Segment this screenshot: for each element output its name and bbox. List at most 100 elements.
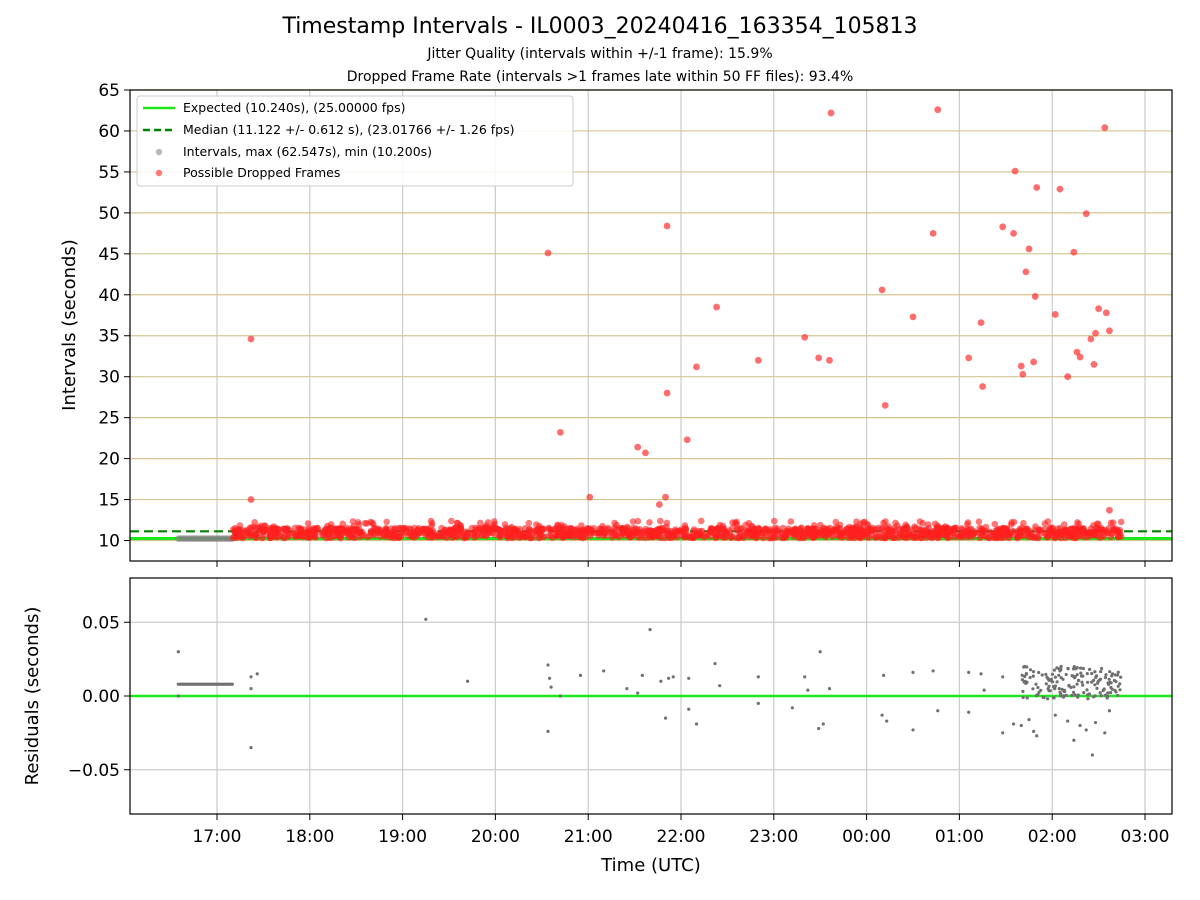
dropped-frame-point [881, 401, 889, 409]
dropped-frame-point [349, 518, 357, 525]
dropped-frame-point [970, 528, 978, 535]
dropped-frame-point [634, 517, 642, 525]
dropped-frame-point [929, 229, 937, 237]
residual-point [756, 675, 760, 679]
residual-point [1097, 679, 1101, 683]
residual-point [1073, 693, 1077, 697]
dropped-frame-point [1014, 533, 1021, 541]
dropped-frame-point [448, 526, 456, 534]
residual-point [176, 650, 180, 654]
residual-point [818, 650, 822, 654]
dropped-frame-point [322, 526, 330, 533]
dropped-frame-point [894, 522, 901, 529]
dropped-frame-point [1116, 532, 1124, 539]
dropped-frame-point [406, 529, 414, 537]
residual-point [1020, 678, 1024, 682]
dropped-frame-point [361, 519, 369, 527]
residual-point [1090, 753, 1095, 757]
residual-point [1057, 673, 1061, 677]
x-tick-label: 18:00 [285, 827, 334, 847]
dropped-frame-point [600, 532, 607, 540]
residual-point [1044, 672, 1048, 677]
dropped-frame-point [1046, 524, 1054, 531]
dropped-frame-point [919, 520, 927, 527]
dropped-frame-point [1101, 124, 1109, 132]
dropped-frame-point [260, 527, 268, 535]
residual-point [1048, 678, 1052, 682]
dropped-frame-point [1108, 530, 1116, 537]
dropped-frame-point [924, 531, 932, 539]
dropped-frame-point [231, 524, 239, 532]
dropped-frame-point [1022, 268, 1030, 276]
residual-point [1096, 681, 1100, 685]
dropped-frame-point [595, 532, 602, 539]
residual-point [1108, 670, 1112, 674]
dropped-frame-point [521, 525, 529, 532]
dropped-frame-point [701, 534, 708, 541]
dropped-frame-point [1082, 210, 1090, 218]
residual-point [1081, 666, 1085, 671]
dropped-frame-point [525, 519, 533, 527]
dropped-frame-point [528, 532, 536, 539]
dropped-frame-point [599, 522, 606, 530]
dropped-frame-point [545, 525, 553, 533]
dropped-frame-point [335, 532, 342, 540]
residual-point [549, 685, 553, 689]
residual-point [1082, 691, 1086, 695]
residual-point [1114, 680, 1118, 684]
dropped-frame-point [832, 518, 840, 526]
residual-point [671, 675, 675, 679]
dropped-frame-point [304, 520, 312, 527]
residual-point [827, 687, 832, 691]
dropped-frame-point [835, 524, 842, 532]
residual-point [1093, 720, 1098, 725]
dropped-frame-point [765, 527, 773, 535]
residual-point [694, 722, 699, 726]
residual-point [1028, 675, 1032, 680]
x-tick-label: 22:00 [657, 827, 706, 847]
dropped-frame-point [878, 534, 885, 542]
x-tick-label: 17:00 [193, 827, 242, 847]
residual-point [1064, 672, 1068, 677]
dropped-frame-point [978, 529, 986, 537]
dropped-frame-point [258, 534, 266, 542]
residual-point [1072, 665, 1076, 669]
top-y-tick-label: 10 [98, 532, 120, 552]
residual-point [911, 670, 915, 675]
dropped-frame-point [1025, 245, 1033, 253]
residual-point [1079, 671, 1083, 675]
dropped-frame-point [544, 249, 552, 257]
dropped-frame-point [504, 531, 511, 538]
dropped-frame-point [563, 532, 571, 539]
residual-point [1034, 694, 1038, 698]
residual-point [1052, 696, 1056, 700]
chart-subtitle-dropped: Dropped Frame Rate (intervals >1 frames … [346, 69, 854, 85]
dropped-frame-point [1070, 248, 1078, 256]
residual-point [1086, 680, 1090, 684]
dropped-frame-point [911, 523, 918, 530]
dropped-frame-point [993, 526, 1000, 534]
dropped-frame-point [934, 534, 941, 541]
residual-point [1040, 673, 1044, 677]
dropped-frame-point [735, 534, 742, 541]
top-y-tick-label: 65 [98, 81, 120, 101]
residual-point [1020, 673, 1024, 677]
residual-point [1075, 682, 1079, 686]
residual-point [1106, 694, 1110, 699]
x-tick-label: 00:00 [842, 827, 891, 847]
chart-subtitle-jitter: Jitter Quality (intervals within +/-1 fr… [427, 46, 773, 62]
x-tick-label: 03:00 [1121, 827, 1170, 847]
residual-point [625, 687, 629, 691]
residual-point [255, 672, 259, 676]
dropped-frame-point [486, 529, 494, 537]
dropped-frame-point [356, 528, 364, 535]
residual-point [1109, 691, 1113, 695]
top-y-tick-label: 35 [98, 327, 120, 347]
dropped-frame-point [268, 524, 276, 532]
dropped-frame-point [816, 529, 823, 536]
dropped-frame-point [390, 532, 398, 540]
bottom-y-tick-label: −0.05 [68, 761, 120, 781]
dropped-frame-point [854, 533, 862, 540]
dropped-frame-point [991, 534, 998, 541]
